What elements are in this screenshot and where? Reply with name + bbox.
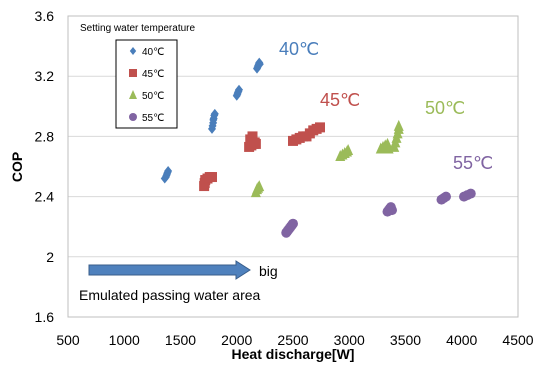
legend-marker [129,69,137,77]
y-axis-title: COP [9,152,25,182]
x-tick-label: 4500 [502,332,533,348]
legend-marker [129,47,137,55]
data-point-diamond [210,108,219,119]
y-tick-label: 2.4 [35,189,55,205]
data-point-diamond [255,59,264,70]
x-axis-ticks: 500 1000 1500 2000 2500 3000 3500 4000 4500 [56,332,533,348]
x-tick-label: 2000 [221,332,252,348]
data-point-circle [441,191,451,202]
data-point-triangle [393,119,404,131]
x-tick-label: 3500 [390,332,421,348]
x-tick-label: 3000 [334,332,365,348]
data-point-square [249,137,260,148]
data-points [160,57,476,238]
legend-title: Setting water temperature [80,23,195,34]
y-tick-label: 3.6 [35,8,55,24]
y-tick-label: 2.8 [35,128,55,144]
legend-label: 40℃ [142,47,164,58]
series-label: 55℃ [453,153,493,173]
y-tick-label: 2 [46,249,54,265]
big-arrow [88,260,251,280]
arrow-label: big [259,263,278,279]
series-labels: 40℃ 45℃ 50℃ 55℃ [279,39,493,173]
legend-marker [129,90,137,99]
data-point-triangle [343,143,354,155]
area-label: Emulated passing water area [79,287,261,303]
data-point-circle [288,218,298,229]
data-point-square [247,131,258,142]
data-point-triangle [254,180,265,192]
data-point-square [315,122,325,133]
legend-entries: 40℃ 45℃ 50℃ 55℃ [129,47,164,124]
data-point-square [207,172,217,183]
x-axis-title: Heat discharge[W] [232,346,355,362]
y-tick-label: 1.6 [35,309,55,325]
y-tick-label: 3.2 [35,68,55,84]
y-axis-ticks: 1.6 2 2.4 2.8 3.2 3.6 [35,8,55,325]
data-point-circle [387,205,397,216]
legend-box [115,39,178,129]
x-tick-label: 1500 [165,332,196,348]
series-label: 50℃ [425,98,465,118]
data-point-diamond [235,84,243,95]
x-tick-label: 2500 [277,332,308,348]
series-label: 40℃ [279,39,319,59]
x-tick-label: 1000 [109,332,140,348]
x-tick-label: 4000 [446,332,477,348]
legend-marker [129,113,137,121]
legend-label: 55℃ [142,113,164,124]
plot-area-frame [67,15,519,318]
x-tick-label: 500 [56,332,80,348]
data-point-circle [465,188,476,199]
data-point-diamond [164,166,173,177]
legend-label: 50℃ [142,91,164,102]
series-label: 45℃ [320,90,360,110]
legend-label: 45℃ [142,69,164,80]
